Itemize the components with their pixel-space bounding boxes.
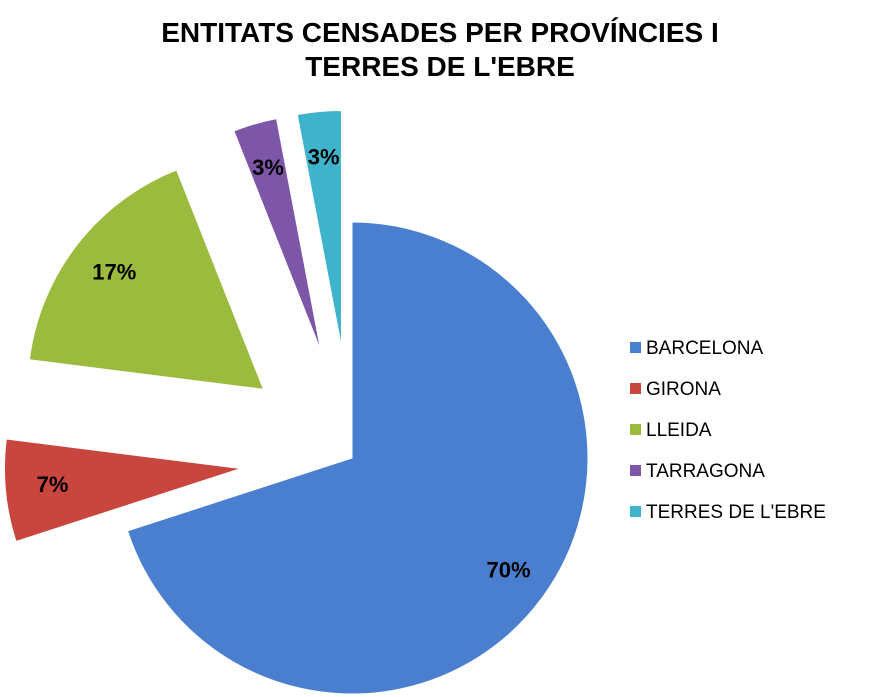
legend-label: TERRES DE L'EBRE	[646, 502, 826, 523]
pie-slice	[4, 438, 241, 543]
pie-slice	[296, 109, 342, 347]
legend-label: GIRONA	[646, 379, 721, 400]
chart-title: ENTITATS CENSADES PER PROVÍNCIES I TERRE…	[161, 17, 719, 82]
legend-swatch	[630, 506, 641, 517]
legend-swatch	[630, 342, 641, 353]
pie-slice	[126, 221, 589, 695]
data-label: 17%	[92, 259, 136, 284]
legend-label: LLEIDA	[646, 420, 712, 441]
legend-swatch	[630, 465, 641, 476]
legend-swatch	[630, 383, 641, 394]
data-label: 7%	[37, 472, 69, 497]
data-label: 3%	[308, 144, 340, 169]
pie-slice	[233, 118, 322, 351]
legend-swatch	[630, 424, 641, 435]
legend-label: TARRAGONA	[646, 461, 765, 482]
data-label: 3%	[252, 155, 284, 180]
data-label: 70%	[487, 558, 531, 583]
legend-label: BARCELONA	[646, 338, 764, 359]
pie-slice	[28, 169, 265, 390]
